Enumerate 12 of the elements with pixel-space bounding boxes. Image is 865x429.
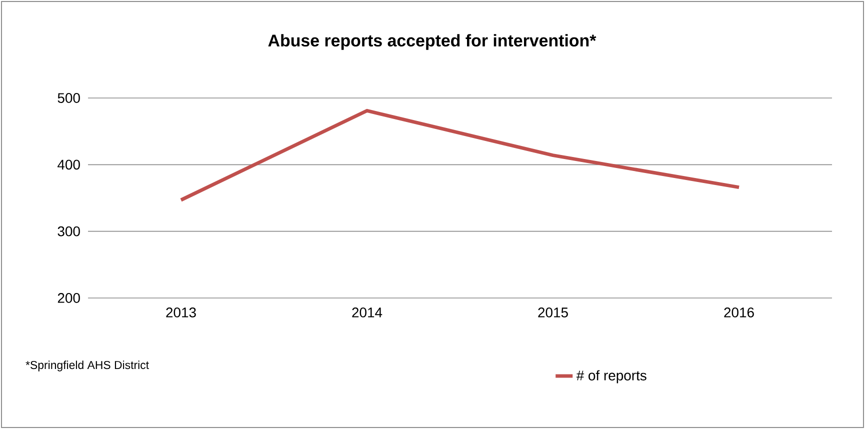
y-tick-label: 200: [58, 293, 80, 303]
x-tick-label: 2015: [538, 308, 568, 318]
y-tick-label: 300: [58, 226, 80, 236]
chart-title: Abuse reports accepted for intervention*: [268, 34, 596, 50]
text: *Springfield AHS District: [26, 360, 149, 372]
y-tick-label: 500: [58, 93, 80, 103]
line-series: [179, 108, 741, 202]
y-tick-label: 400: [58, 160, 80, 170]
x-tick-label: 2013: [166, 308, 196, 318]
legend-label: # of reports: [576, 370, 646, 384]
x-tick-label: 2014: [352, 308, 382, 318]
x-tick-label: 2016: [724, 308, 754, 318]
